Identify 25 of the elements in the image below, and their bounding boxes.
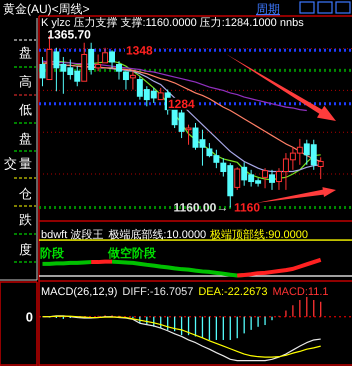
annotation: 1365.70 (47, 27, 92, 42)
text: 盘 (19, 45, 34, 60)
annotation: 周期 (256, 2, 280, 16)
text: 盘 (19, 131, 34, 146)
ref-line-label: 1160 (234, 200, 260, 214)
chart-title: MACD(26,12,9) (41, 286, 118, 298)
text: 交量 (4, 156, 34, 171)
text: 0 (26, 310, 33, 325)
text: 极端底部线:10.0000 (107, 228, 206, 241)
text: DEA:-22.2673 (198, 286, 268, 298)
text: 跌 (19, 212, 34, 227)
text: 仓 (19, 186, 34, 201)
annotation: 做空阶段 (107, 246, 157, 260)
text: 黄金(AU)<周线> (3, 2, 90, 16)
text: 度 (19, 242, 34, 257)
ref-line-label: 1348 (126, 43, 154, 58)
series-label: MACD:11.1 (272, 286, 328, 298)
text: 高 (19, 74, 34, 89)
chart-title: K ylzc 压力支撑 支撑:1160.0000 压力:1284.1000 nnbs (41, 16, 304, 29)
series-label: DIFF:-16.7057 (122, 286, 194, 298)
annotation: 阶段 (40, 246, 65, 260)
text: 极端顶部线:90.0000 (209, 228, 308, 241)
chart-title: bdwft 波段王 (41, 228, 104, 241)
text: 低 (19, 102, 34, 117)
annotation: 1160.00→ (174, 200, 228, 214)
